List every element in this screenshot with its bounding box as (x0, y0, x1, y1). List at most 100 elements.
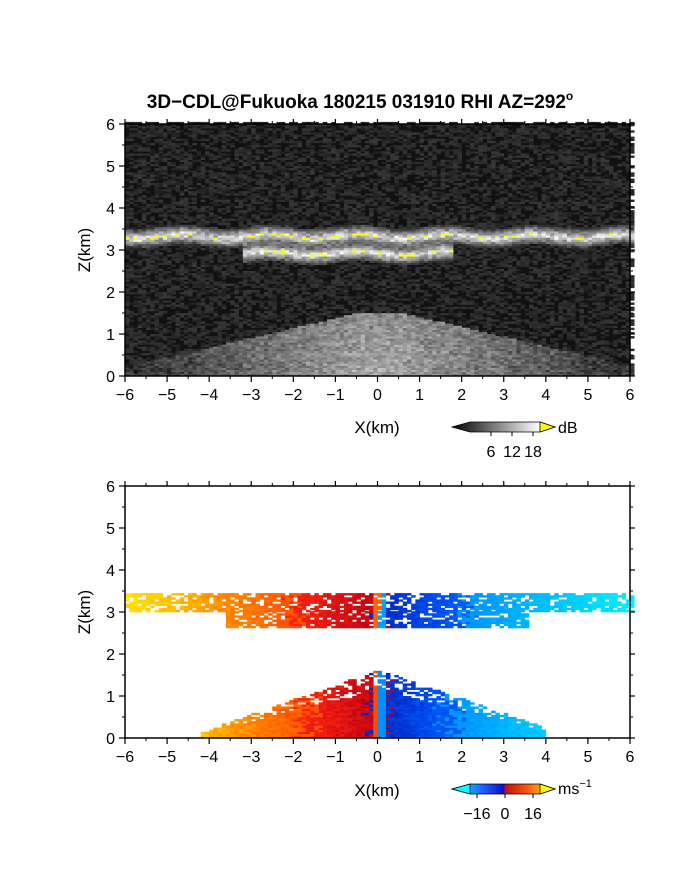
backscatter-cell (491, 296, 496, 299)
backscatter-cell (352, 277, 357, 280)
backscatter-cell (230, 256, 235, 259)
backscatter-cell (377, 369, 383, 373)
backscatter-cell (200, 300, 206, 303)
backscatter-cell (310, 331, 315, 335)
backscatter-cell (520, 363, 526, 366)
backscatter-cell (188, 352, 193, 356)
backscatter-cell (280, 338, 286, 341)
backscatter-cell (432, 277, 437, 280)
backscatter-cell (507, 313, 513, 316)
backscatter-cell (284, 367, 290, 370)
backscatter-cell (428, 348, 433, 352)
backscatter-cell (406, 315, 412, 318)
backscatter-cell (541, 348, 547, 352)
backscatter-cell (305, 304, 311, 307)
backscatter-cell (444, 287, 450, 291)
backscatter-cell (234, 262, 239, 265)
backscatter-cell (406, 334, 412, 337)
backscatter-cell (377, 302, 383, 305)
backscatter-cell (242, 317, 248, 320)
backscatter-cell (318, 273, 324, 276)
backscatter-cell (276, 352, 282, 356)
backscatter-cell (280, 317, 286, 320)
backscatter-cell (343, 361, 349, 364)
backscatter-cell (314, 361, 319, 364)
backscatter-cell (364, 367, 370, 370)
backscatter-cell (503, 325, 509, 328)
backscatter-cell (276, 271, 282, 274)
backscatter-cell (579, 348, 585, 352)
backscatter-cell (432, 371, 437, 375)
backscatter-cell (503, 262, 509, 265)
backscatter-cell (465, 258, 471, 261)
backscatter-cell (318, 287, 324, 291)
backscatter-cell (503, 373, 509, 377)
backscatter-cell (587, 327, 593, 331)
backscatter-cell (461, 287, 467, 291)
backscatter-cell (141, 296, 147, 299)
backscatter-cell (554, 344, 559, 347)
backscatter-cell (571, 308, 576, 312)
backscatter-cell (617, 367, 622, 370)
backscatter-cell (175, 327, 181, 331)
backscatter-cell (352, 256, 357, 259)
backscatter-cell (133, 285, 138, 289)
backscatter-cell (512, 271, 517, 274)
backscatter-cell (364, 371, 370, 375)
backscatter-cell (137, 292, 143, 295)
backscatter-cell (600, 292, 606, 295)
backscatter-cell (470, 371, 475, 375)
backscatter-cell (356, 361, 361, 364)
backscatter-cell (129, 361, 134, 364)
backscatter-cell (621, 350, 627, 354)
backscatter-cell (217, 292, 223, 295)
backscatter-cell (314, 285, 319, 289)
backscatter-cell (125, 342, 130, 345)
backscatter-cell (583, 287, 589, 291)
backscatter-cell (305, 277, 311, 280)
backscatter-cell (373, 361, 378, 364)
backscatter-cell (204, 285, 210, 289)
backscatter-cell (335, 273, 340, 276)
backscatter-cell (482, 260, 488, 263)
backscatter-cell (524, 342, 530, 345)
backscatter-cell (209, 283, 214, 286)
backscatter-cell (453, 367, 458, 370)
backscatter-cell (318, 260, 324, 263)
backscatter-cell (583, 371, 589, 375)
backscatter-cell (533, 260, 538, 263)
backscatter-cell (238, 289, 244, 293)
backscatter-cell (537, 292, 542, 295)
backscatter-cell (188, 273, 193, 276)
backscatter-cell (562, 306, 568, 310)
backscatter-cell (322, 355, 328, 358)
backscatter-cell (188, 287, 193, 291)
backscatter-cell (621, 304, 627, 307)
backscatter-cell (600, 304, 606, 307)
backscatter-cell (541, 308, 547, 312)
backscatter-cell (297, 306, 303, 310)
backscatter-cell (335, 264, 340, 268)
backscatter-cell (461, 357, 467, 360)
backscatter-cell (562, 371, 568, 375)
backscatter-cell (352, 350, 357, 354)
backscatter-cell (545, 373, 551, 377)
backscatter-cell (238, 317, 244, 320)
backscatter-cell (280, 359, 286, 362)
backscatter-cell (402, 304, 408, 307)
backscatter-cell (428, 342, 433, 345)
backscatter-cell (541, 275, 547, 278)
backscatter-cell (209, 277, 214, 280)
backscatter-cell (394, 346, 399, 349)
backscatter-cell (146, 325, 151, 328)
backscatter-cell (348, 365, 353, 368)
backscatter-cell (541, 346, 547, 349)
backscatter-cell (482, 325, 488, 328)
backscatter-cell (280, 268, 286, 272)
backscatter-cell (373, 260, 378, 263)
backscatter-cell (272, 350, 277, 354)
backscatter-cell (440, 321, 446, 324)
backscatter-cell (213, 357, 218, 360)
backscatter-cell (554, 338, 559, 341)
